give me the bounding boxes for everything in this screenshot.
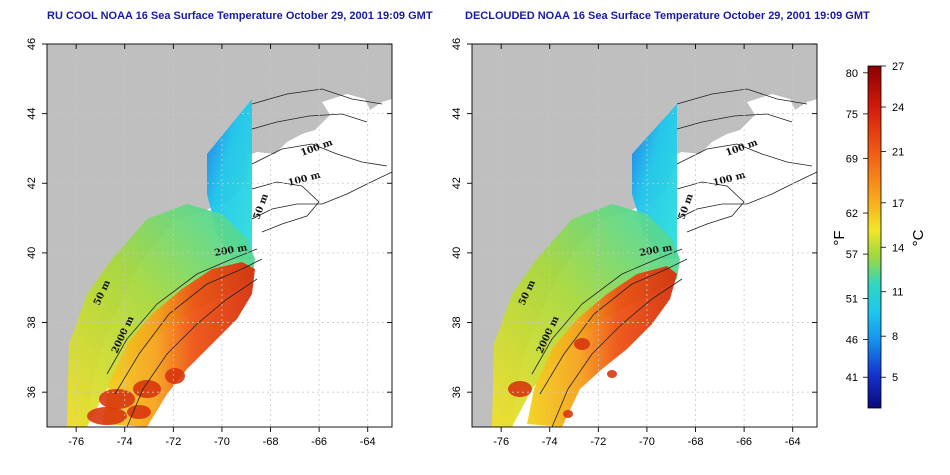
- right-map-title: DECLOUDED NOAA 16 Sea Surface Temperatur…: [465, 10, 870, 22]
- latitude-tick-label: 44: [451, 108, 463, 120]
- depth-contour: [251, 88, 383, 105]
- fahrenheit-tick-label: 51: [846, 294, 858, 306]
- fahrenheit-tick-label: 80: [846, 68, 858, 80]
- warm-water-patch: [133, 380, 161, 398]
- depth-contour: [676, 171, 818, 220]
- colorbar-gradient: [867, 65, 882, 409]
- map-frame: [46, 43, 393, 428]
- land-mask: [47, 44, 392, 427]
- depth-contour: [251, 181, 320, 233]
- longitude-tick-label: -74: [117, 436, 133, 448]
- latitude-tick-label: 36: [451, 386, 463, 398]
- latitude-tick-label: 38: [451, 316, 463, 328]
- longitude-tick-label: -66: [311, 436, 327, 448]
- fahrenheit-tick-label: 62: [846, 208, 858, 220]
- latitude-tick-label: 38: [26, 316, 38, 328]
- longitude-tick-label: -64: [785, 436, 801, 448]
- warm-water-patch: [87, 407, 127, 425]
- depth-contour: [114, 258, 263, 395]
- colorbar: 80 75 69 62 57 51 46 41 27 24 21 17 14 11 8 5 °F °C: [831, 61, 927, 409]
- map-frame: [471, 43, 818, 428]
- celsius-unit-label: °C: [910, 229, 927, 246]
- longitude-tick-label: -74: [542, 436, 558, 448]
- warm-water-patch: [607, 370, 617, 378]
- latitude-tick-label: 46: [451, 38, 463, 50]
- celsius-tick-label: 21: [892, 147, 904, 159]
- celsius-tick-label: 5: [892, 372, 898, 384]
- celsius-tick-label: 14: [892, 242, 904, 254]
- bay-of-fundy: [322, 94, 372, 122]
- depth-contour: [251, 113, 368, 130]
- depth-contour: [551, 278, 683, 428]
- fahrenheit-unit-label: °F: [831, 230, 848, 245]
- land-mask: [472, 44, 817, 427]
- celsius-tick-label: 17: [892, 198, 904, 210]
- celsius-tick-label: 24: [892, 102, 904, 114]
- longitude-tick-label: -68: [263, 436, 279, 448]
- longitude-tick-label: -70: [639, 436, 655, 448]
- depth-contour: [126, 278, 258, 428]
- fahrenheit-tick-label: 46: [846, 335, 858, 347]
- warm-water-patch: [574, 338, 590, 350]
- latitude-tick-label: 46: [26, 38, 38, 50]
- latitude-tick-label: 44: [26, 108, 38, 120]
- celsius-tick-label: 27: [892, 61, 904, 73]
- warm-water-patch: [508, 381, 532, 397]
- depth-contour: [676, 113, 793, 130]
- longitude-tick-label: -68: [688, 436, 704, 448]
- depth-contour: [676, 181, 745, 233]
- latitude-tick-label: 42: [26, 177, 38, 189]
- latitude-tick-label: 40: [451, 247, 463, 259]
- depth-contour: [251, 171, 393, 220]
- depth-contour: [539, 258, 688, 395]
- longitude-tick-label: -76: [68, 436, 84, 448]
- longitude-tick-label: -72: [165, 436, 181, 448]
- warm-water-patch: [165, 368, 185, 384]
- latitude-tick-label: 36: [26, 386, 38, 398]
- warm-water-patch: [99, 389, 135, 409]
- warm-water-patch: [563, 410, 573, 418]
- latitude-tick-label: 40: [26, 247, 38, 259]
- celsius-tick-label: 11: [892, 287, 903, 299]
- bay-of-fundy: [747, 94, 797, 122]
- fahrenheit-tick-label: 57: [846, 249, 858, 261]
- longitude-tick-label: -72: [590, 436, 606, 448]
- depth-contour: [106, 248, 258, 375]
- fahrenheit-tick-label: 75: [846, 109, 858, 121]
- gulf-stream-sst: [527, 266, 677, 427]
- longitude-tick-label: -64: [360, 436, 376, 448]
- depth-contour: [676, 143, 813, 167]
- warm-water-patch: [127, 405, 151, 419]
- longitude-tick-label: -70: [214, 436, 230, 448]
- depth-contour: [531, 248, 683, 375]
- longitude-tick-label: -76: [493, 436, 509, 448]
- latitude-tick-label: 42: [451, 177, 463, 189]
- longitude-tick-label: -66: [736, 436, 752, 448]
- depth-contour: [251, 143, 388, 167]
- fahrenheit-tick-label: 41: [846, 372, 858, 384]
- depth-contour: [676, 88, 808, 105]
- celsius-tick-label: 8: [892, 331, 898, 343]
- fahrenheit-tick-label: 69: [846, 153, 858, 165]
- left-map-title: RU COOL NOAA 16 Sea Surface Temperature …: [47, 10, 433, 22]
